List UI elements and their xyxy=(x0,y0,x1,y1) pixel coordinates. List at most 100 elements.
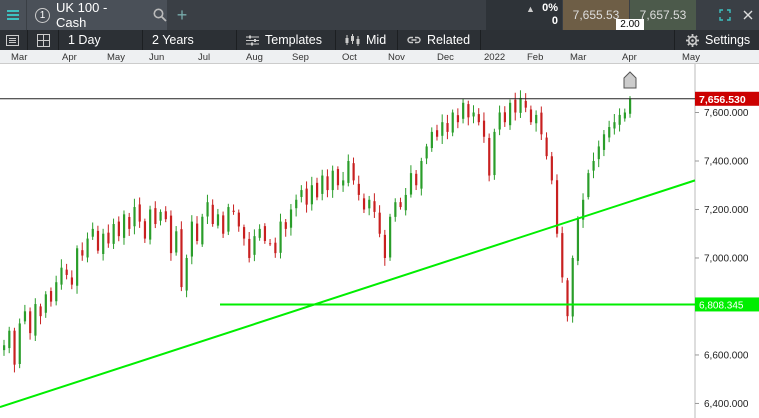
toolbar-divider xyxy=(58,30,59,50)
candle-body xyxy=(441,122,444,136)
candle-body xyxy=(164,211,167,220)
price-type-selector[interactable]: Mid xyxy=(345,30,386,50)
candle-body xyxy=(49,291,53,302)
related-button[interactable]: Related xyxy=(407,30,470,50)
candle-body xyxy=(545,137,548,157)
candle-body xyxy=(34,304,37,336)
toolbar-divider xyxy=(335,30,336,50)
candle-body xyxy=(295,199,298,209)
candle-body xyxy=(112,224,115,244)
candles-icon xyxy=(345,34,360,46)
candle-body xyxy=(529,109,533,123)
candle-body xyxy=(128,217,131,229)
candle-body xyxy=(258,228,261,238)
candle-body xyxy=(13,330,16,365)
templates-button[interactable]: Templates xyxy=(246,30,322,50)
y-tick-label: 7,600.000 xyxy=(704,108,749,119)
search-icon[interactable] xyxy=(153,8,167,22)
month-label: Oct xyxy=(342,52,357,63)
support-price-tag xyxy=(695,297,759,312)
candle-body xyxy=(263,226,267,241)
list-icon xyxy=(6,34,19,46)
add-tab-button[interactable]: + xyxy=(170,0,194,30)
instrument-selector[interactable]: 1 UK 100 - Cash xyxy=(27,0,167,30)
candle-body xyxy=(368,199,371,209)
layout-button[interactable] xyxy=(37,30,50,50)
candle-body xyxy=(373,201,376,212)
candle-body xyxy=(310,185,313,205)
candle-body xyxy=(456,115,460,123)
month-label: Sep xyxy=(292,52,309,63)
y-tick-label: 7,400.000 xyxy=(704,156,749,167)
candle-body xyxy=(415,173,418,186)
candle-body xyxy=(561,233,564,278)
gear-icon xyxy=(686,33,699,47)
range-label: 2 Years xyxy=(152,33,194,47)
candle-body xyxy=(321,175,324,194)
candle-body xyxy=(70,277,74,285)
expand-button[interactable] xyxy=(714,0,736,30)
candle-body xyxy=(149,209,152,240)
sell-price-button[interactable]: 7,655.53 xyxy=(563,0,629,30)
candle-body xyxy=(587,173,590,198)
candle-body xyxy=(18,323,21,365)
candle-body xyxy=(169,215,173,254)
close-button[interactable] xyxy=(738,0,758,30)
candle-body xyxy=(555,180,559,234)
candle-body xyxy=(232,210,235,212)
candle-body xyxy=(342,180,345,186)
candle-body xyxy=(477,114,480,123)
current-price-tag xyxy=(695,91,759,106)
price-chart[interactable]: 7,600.000 7,400.000 7,200.000 7,000.000 6,60… xyxy=(0,64,759,418)
candle-body xyxy=(180,229,183,288)
candle-body xyxy=(498,112,501,130)
month-label: Dec xyxy=(437,52,454,63)
candle-body xyxy=(237,212,240,227)
candle-body xyxy=(159,211,162,221)
candle-body xyxy=(446,123,449,132)
candle-body xyxy=(451,112,454,133)
month-label: Mar xyxy=(11,52,28,63)
y-tick-label: 7,200.000 xyxy=(704,205,749,216)
time-axis: Mar Apr May Jun Jul Aug Sep Oct Nov Dec … xyxy=(0,50,759,64)
interval-selector[interactable]: 1 Day xyxy=(68,30,101,50)
candle-body xyxy=(316,182,319,198)
support-price-label: 6,808.345 xyxy=(699,300,744,311)
y-tick-label: 6,400.000 xyxy=(704,399,749,410)
candle-body xyxy=(378,212,381,234)
candle-body xyxy=(571,257,574,317)
link-icon xyxy=(407,36,421,44)
candle-body xyxy=(117,221,120,237)
candle-body xyxy=(467,104,470,118)
change-arrow-icon: ▲ xyxy=(526,4,535,14)
candle-body xyxy=(248,238,251,258)
candle-body xyxy=(289,209,293,228)
candle-body xyxy=(196,223,199,241)
candle-body xyxy=(613,122,616,129)
chart-list-button[interactable] xyxy=(6,30,19,50)
candle-body xyxy=(279,221,282,253)
price-type-label: Mid xyxy=(366,33,387,47)
candle-body xyxy=(274,242,277,254)
month-label: Apr xyxy=(622,52,637,63)
candle-body xyxy=(488,137,491,176)
toolbar-divider xyxy=(236,30,237,50)
grid-layout-icon xyxy=(37,33,50,47)
candle-body xyxy=(623,112,626,119)
current-bar-marker-icon xyxy=(623,71,637,89)
current-price-label: 7,656.530 xyxy=(699,94,746,106)
range-selector[interactable]: 2 Years xyxy=(152,30,194,50)
candle-body xyxy=(65,269,68,275)
candle-body xyxy=(201,216,204,245)
toolbar-divider xyxy=(27,30,28,50)
menu-button[interactable] xyxy=(0,0,26,30)
candlestick-chart[interactable]: 7,600.000 7,400.000 7,200.000 7,000.000 6,60… xyxy=(0,64,759,418)
settings-button[interactable]: Settings xyxy=(686,30,750,50)
templates-icon xyxy=(246,35,259,45)
month-label: May xyxy=(107,52,125,63)
candle-body xyxy=(76,248,79,286)
candle-body xyxy=(618,114,621,125)
candle-body xyxy=(582,199,585,220)
candle-body xyxy=(509,102,512,126)
candle-body xyxy=(81,250,84,256)
